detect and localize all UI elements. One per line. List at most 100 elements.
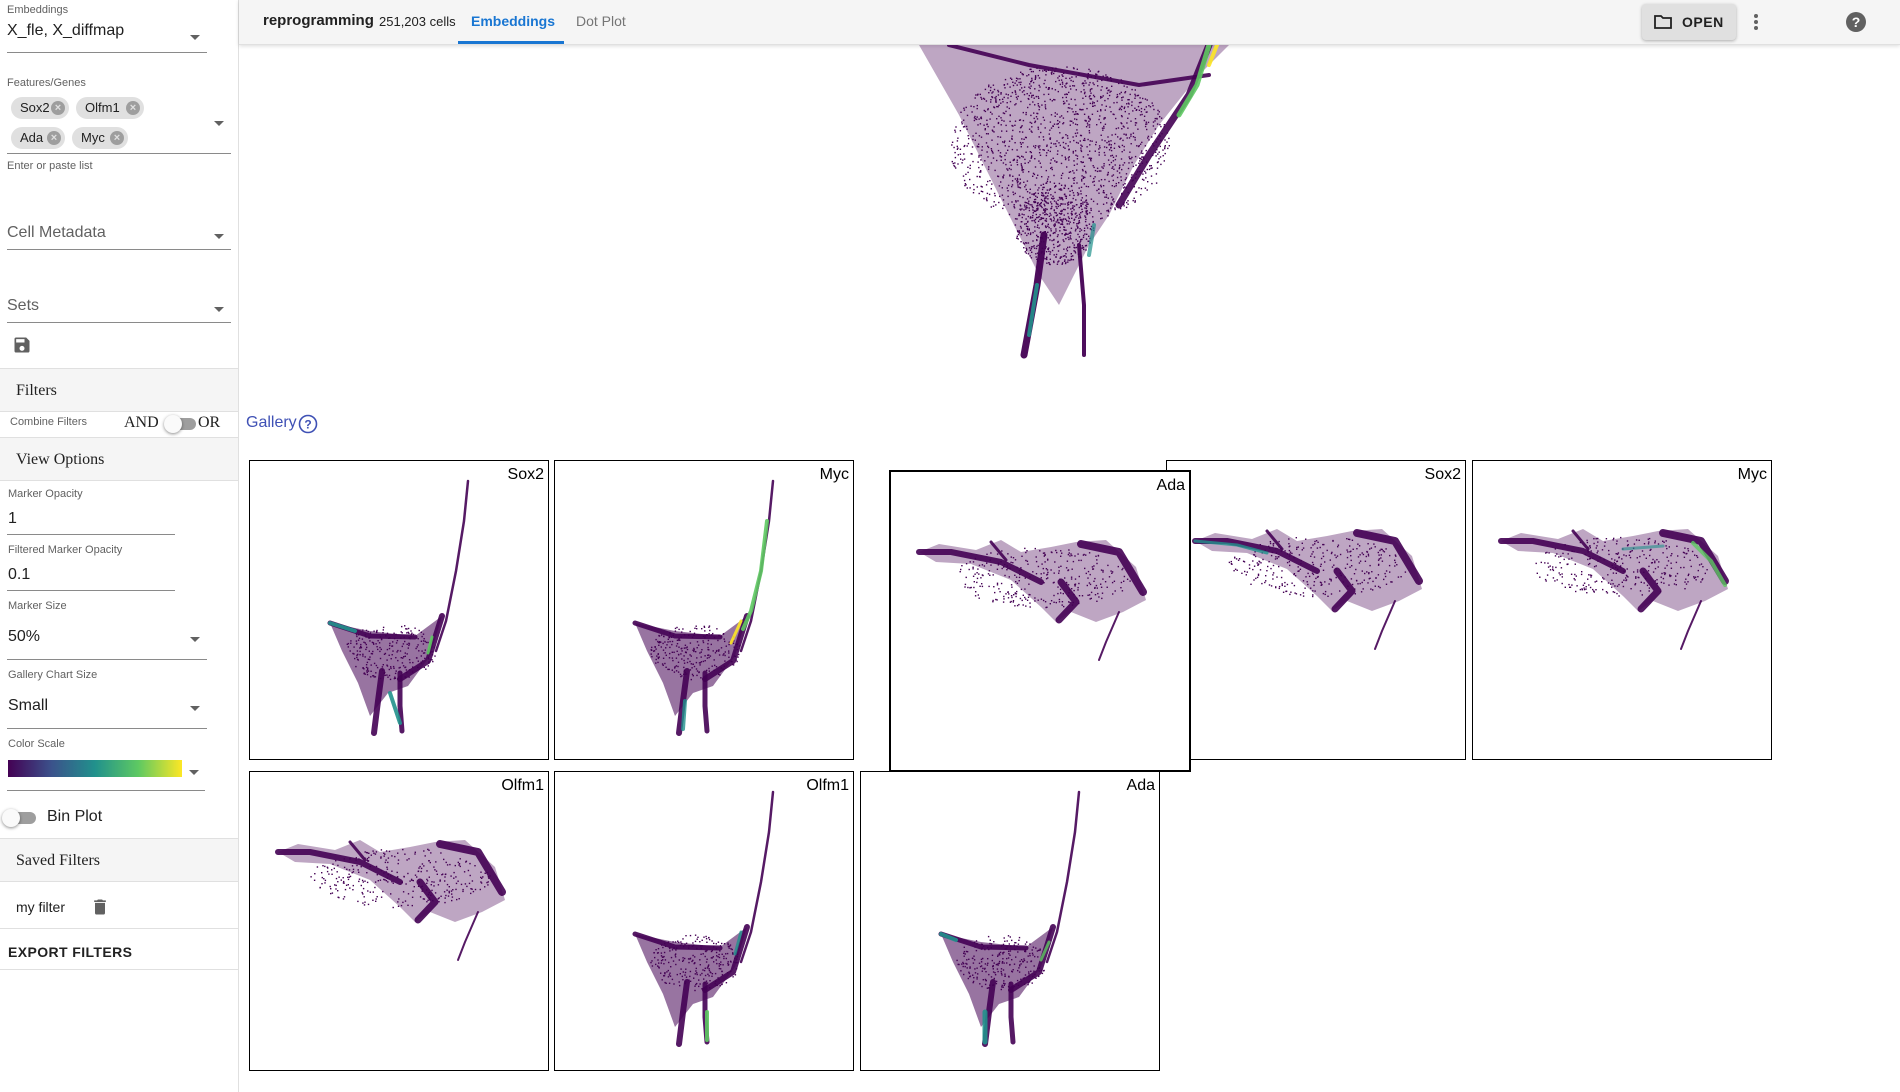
diffmap-top-edge <box>632 931 723 951</box>
gallery-chart-myc[interactable]: Myc <box>554 460 854 760</box>
saved-filters-section-header[interactable]: Saved Filters <box>0 838 238 882</box>
embeddings-underline <box>7 52 207 53</box>
view-options-section-header[interactable]: View Options <box>0 437 238 481</box>
diffmap-right-edge <box>397 613 445 682</box>
dark-mode-moon-icon[interactable] <box>1800 11 1820 33</box>
combine-filters-toggle-thumb[interactable] <box>164 415 182 433</box>
diffmap-top-edge <box>632 620 723 640</box>
sets-select[interactable]: Sets <box>7 297 40 314</box>
folder-icon <box>1654 15 1672 29</box>
more-vert-icon[interactable] <box>1753 11 1759 33</box>
main-highlight <box>1087 223 1096 257</box>
cell-count: 251,203 cells <box>379 14 456 29</box>
features-label: Features/Genes <box>7 77 86 89</box>
bin-plot-toggle-thumb[interactable] <box>2 809 20 827</box>
delete-icon[interactable] <box>90 897 110 917</box>
gallery-chart-plot <box>327 479 470 736</box>
help-icon[interactable]: ? <box>1844 10 1868 34</box>
highlight <box>388 691 402 725</box>
features-chevron-down-icon[interactable] <box>214 121 224 126</box>
gallery-chart-sox2[interactable]: Sox2 <box>1166 460 1466 760</box>
open-button[interactable]: OPEN <box>1642 4 1736 40</box>
fle-tail <box>1374 600 1396 650</box>
marker-opacity-input[interactable]: 1 <box>8 510 17 527</box>
gallery-chart-plot <box>632 790 775 1047</box>
saved-filters-divider <box>0 928 238 929</box>
gallery-chart-sox2[interactable]: Sox2 <box>249 460 549 760</box>
sets-chevron-down-icon[interactable] <box>214 307 224 312</box>
highlight <box>1691 541 1727 587</box>
saved-filter-item[interactable]: my filter <box>16 899 65 915</box>
marker-size-select[interactable]: 50% <box>8 628 41 645</box>
main-highlight <box>1176 45 1212 118</box>
color-scale-gradient[interactable] <box>8 760 182 777</box>
diffmap-right-edge <box>702 924 750 993</box>
gallery-chart-plot <box>938 790 1081 1047</box>
fle-left-arm <box>916 549 1044 585</box>
gallery-chart-title: Myc <box>819 466 849 483</box>
highlight <box>328 621 357 633</box>
chip-close-icon[interactable]: × <box>126 101 140 115</box>
diffmap-tail-right <box>1008 981 1016 1045</box>
chip-close-icon[interactable]: × <box>51 101 65 115</box>
diffmap-body <box>330 616 442 716</box>
marker-size-chevron-down-icon[interactable] <box>190 637 200 642</box>
gallery-chart-ada[interactable]: Ada <box>890 471 1190 771</box>
marker-size-underline <box>7 659 207 660</box>
filtered-marker-opacity-input[interactable]: 0.1 <box>8 566 31 583</box>
gallery-chart-size-chevron-down-icon[interactable] <box>190 706 200 711</box>
gallery-chart-olfm1[interactable]: Olfm1 <box>554 771 854 1071</box>
cell-metadata-select[interactable]: Cell Metadata <box>7 224 106 241</box>
help-circle-icon[interactable]: ? <box>298 414 318 434</box>
chip-close-icon[interactable]: × <box>110 131 124 145</box>
cell-metadata-chevron-down-icon[interactable] <box>214 234 224 239</box>
open-button-label: OPEN <box>1682 14 1724 30</box>
fle-left-arm <box>1192 538 1320 574</box>
main-scatter <box>951 66 1170 225</box>
gallery-chart-plot <box>1498 529 1729 650</box>
and-label: AND <box>124 414 159 431</box>
embeddings-chevron-down-icon[interactable] <box>190 35 200 40</box>
feature-chip-myc[interactable]: Myc × <box>72 127 128 149</box>
fle-right-body <box>1077 540 1147 596</box>
fle-right-body <box>436 840 506 896</box>
gallery-chart-olfm1[interactable]: Olfm1 <box>249 771 549 1071</box>
filters-section-header[interactable]: Filters <box>0 368 238 412</box>
gallery-chart-size-select[interactable]: Small <box>8 697 49 714</box>
gallery-chart-title: Sox2 <box>1424 466 1461 483</box>
gallery-chart-plot <box>632 479 775 736</box>
feature-chip-sox2[interactable]: Sox2 × <box>11 97 69 119</box>
marker-opacity-label: Marker Opacity <box>8 488 83 500</box>
gallery-chart-myc[interactable]: Myc <box>1472 460 1772 760</box>
feature-chip-olfm1[interactable]: Olfm1 × <box>76 97 144 119</box>
tab-dot-plot[interactable]: Dot Plot <box>576 13 626 29</box>
gallery-chart-ada[interactable]: Ada <box>860 771 1160 1071</box>
diffmap-body <box>635 927 747 1027</box>
tab-embeddings[interactable]: Embeddings <box>471 13 556 29</box>
features-hint: Enter or paste list <box>7 160 93 172</box>
main-embedding-plot[interactable] <box>239 45 1900 375</box>
or-label: OR <box>198 414 221 431</box>
color-scale-underline <box>7 790 205 791</box>
highlight <box>733 930 743 956</box>
diffmap-spike <box>739 790 775 964</box>
fle-tail <box>1680 600 1702 650</box>
save-icon[interactable] <box>12 335 32 355</box>
export-filters-button[interactable]: EXPORT FILTERS <box>8 944 133 960</box>
embeddings-label: Embeddings <box>7 4 69 16</box>
main-top-edge <box>947 45 1211 87</box>
highlight <box>1621 544 1665 551</box>
tab-embeddings-indicator <box>458 41 564 44</box>
gallery-chart-title: Ada <box>1156 477 1185 494</box>
marker-size-label: Marker Size <box>8 600 67 612</box>
color-scale-chevron-down-icon[interactable] <box>189 770 199 775</box>
feature-chip-ada[interactable]: Ada × <box>11 127 65 149</box>
diffmap-right-edge <box>702 613 750 682</box>
fle-fork <box>989 540 1008 562</box>
embeddings-select[interactable]: Embeddings X_fle, X_diffmap <box>7 4 207 40</box>
chip-close-icon[interactable]: × <box>47 131 61 145</box>
features-field: Features/Genes <box>7 77 207 89</box>
highlight <box>939 932 958 942</box>
dataset-name: reprogramming <box>263 12 374 29</box>
fle-scatter <box>1228 537 1407 598</box>
